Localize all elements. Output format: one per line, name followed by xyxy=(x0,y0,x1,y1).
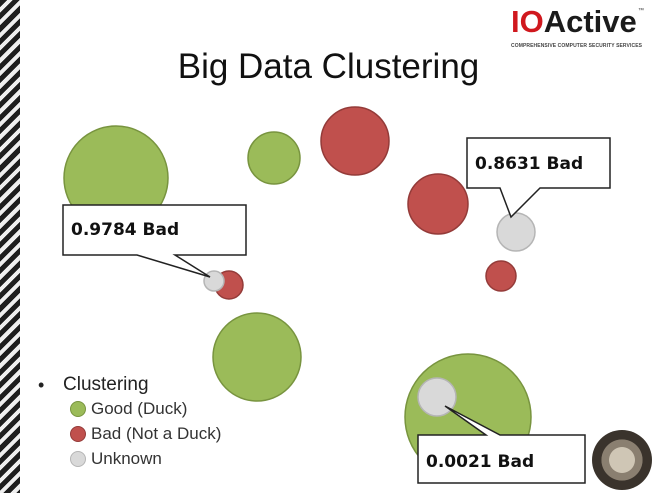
legend-item-unknown: Unknown xyxy=(38,446,221,471)
callout-text: 0.0021 Bad xyxy=(426,452,534,472)
good-cluster xyxy=(247,131,301,185)
bullet-icon: • xyxy=(38,375,45,395)
callout-box xyxy=(466,137,611,219)
legend: • Clustering Good (Duck) Bad (Not a Duck… xyxy=(38,374,221,471)
logo-io: IO xyxy=(511,4,544,39)
red-dot-icon xyxy=(70,426,86,442)
logo-wordmark: IOActive xyxy=(511,4,637,40)
decorative-stripe xyxy=(0,0,20,493)
seal-icon xyxy=(592,430,652,490)
bad-cluster xyxy=(485,260,517,292)
callout-text: 0.9784 Bad xyxy=(71,220,179,240)
legend-heading: • Clustering xyxy=(38,374,149,395)
good-cluster xyxy=(212,312,302,402)
legend-item-good: Good (Duck) xyxy=(38,396,221,421)
bad-cluster xyxy=(407,173,469,235)
logo-trademark: ™ xyxy=(638,8,644,14)
logo-active: Active xyxy=(543,4,637,39)
unknown-point xyxy=(496,212,536,252)
ioactive-logo: IOActive ™ COMPREHENSIVE COMPUTER SECURI… xyxy=(511,4,651,50)
slide-title: Big Data Clustering xyxy=(177,47,480,86)
callout-text: 0.8631 Bad xyxy=(475,154,583,174)
unknown-point xyxy=(203,270,225,292)
legend-item-bad: Bad (Not a Duck) xyxy=(38,421,221,446)
callout-box xyxy=(62,204,247,278)
gray-dot-icon xyxy=(70,451,86,467)
green-dot-icon xyxy=(70,401,86,417)
callout-box xyxy=(417,405,586,484)
bad-cluster xyxy=(320,106,390,176)
logo-tagline: COMPREHENSIVE COMPUTER SECURITY SERVICES xyxy=(511,43,643,49)
